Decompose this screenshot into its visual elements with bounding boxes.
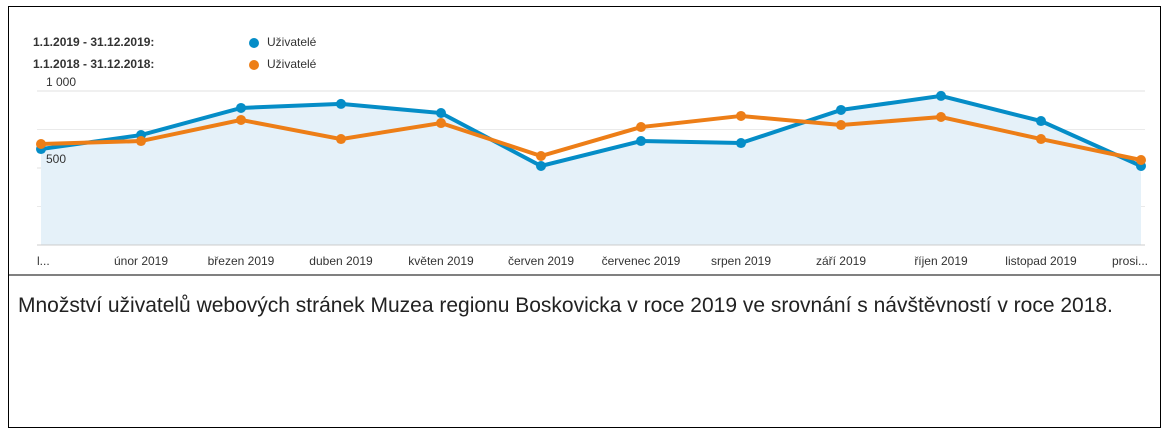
line — [40, 113, 1142, 162]
x-tick-label: červenec 2019 — [602, 254, 681, 268]
point — [36, 138, 46, 149]
x-tick-label: duben 2019 — [309, 254, 373, 268]
point — [336, 98, 346, 109]
caption: Množství uživatelů webových stránek Muze… — [18, 294, 1113, 317]
legend-name: Uživatelé — [267, 57, 317, 71]
point — [636, 136, 646, 147]
point — [836, 120, 846, 131]
point — [136, 136, 146, 147]
x-tick-label: srpen 2019 — [711, 254, 771, 268]
x-tick-label: listopad 2019 — [1005, 254, 1077, 268]
point — [236, 114, 246, 125]
point — [436, 118, 446, 129]
point — [636, 122, 646, 133]
point — [536, 160, 546, 171]
legend-dot — [249, 38, 259, 48]
legend-label: 1.1.2018 - 31.12.2018: — [33, 57, 154, 71]
x-tick-label: září 2019 — [816, 254, 866, 268]
point — [1036, 134, 1046, 145]
line — [40, 93, 1142, 169]
point — [1136, 154, 1146, 165]
point — [936, 90, 946, 101]
point — [436, 108, 446, 119]
point — [236, 102, 246, 113]
page: 1.1.2019 - 31.12.2019: Uživatelé 1.1.2018 … — [8, 6, 1161, 428]
point — [736, 138, 746, 149]
point — [836, 104, 846, 115]
legend-name: Uživatelé — [267, 35, 317, 49]
y-tick-label: 1 000 — [46, 75, 76, 89]
x-tick-label: únor 2019 — [114, 254, 168, 268]
x-tick-label: březen 2019 — [208, 254, 275, 268]
x-tick-label: l... — [37, 254, 50, 268]
legend-dot — [249, 60, 259, 70]
point — [336, 134, 346, 145]
x-tick-label: červen 2019 — [508, 254, 574, 268]
x-tick-label: květen 2019 — [408, 254, 474, 268]
y-tick-label: 500 — [46, 152, 66, 166]
x-tick-label: prosi... — [1112, 254, 1148, 268]
chart: 1.1.2019 - 31.12.2019: Uživatelé 1.1.2018 … — [8, 35, 1160, 276]
x-tick-label: říjen 2019 — [914, 254, 968, 268]
point — [1036, 116, 1046, 127]
point — [936, 112, 946, 123]
legend-label: 1.1.2019 - 31.12.2019: — [33, 35, 154, 49]
point — [736, 110, 746, 121]
point — [536, 150, 546, 161]
